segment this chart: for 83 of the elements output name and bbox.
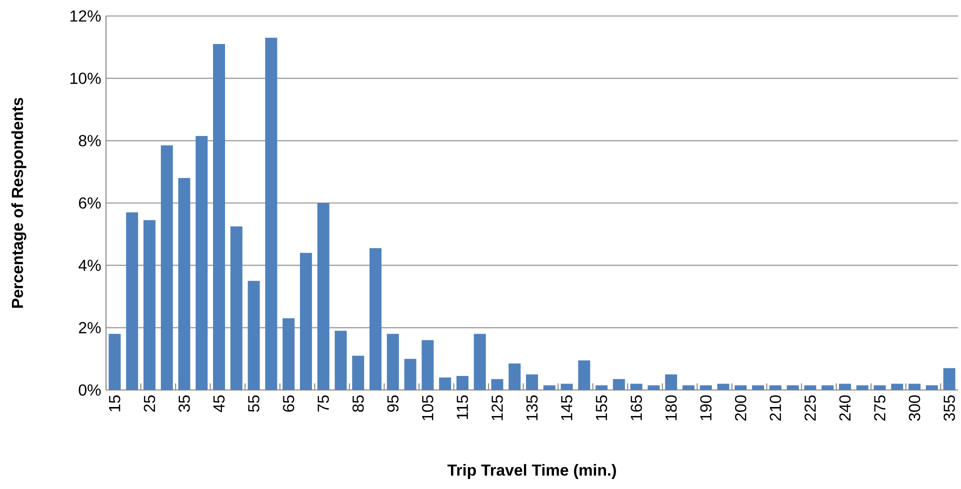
x-tick-label: 145 bbox=[561, 395, 572, 420]
bar bbox=[160, 145, 173, 390]
x-tick-label: 180 bbox=[665, 395, 677, 420]
x-tick-label: 35 bbox=[178, 395, 190, 412]
x-tick-label: 115 bbox=[456, 395, 468, 419]
x-tick-label: 165 bbox=[630, 395, 642, 420]
bar bbox=[856, 385, 868, 390]
bar bbox=[282, 318, 295, 390]
bar bbox=[769, 385, 782, 390]
bar bbox=[578, 360, 590, 390]
bar bbox=[439, 378, 452, 390]
x-tick-label: 190 bbox=[700, 395, 712, 420]
x-tick-label: 85 bbox=[352, 395, 364, 412]
x-tick-label: 105 bbox=[422, 395, 434, 420]
bar bbox=[648, 385, 660, 390]
bar bbox=[682, 385, 694, 390]
bar bbox=[265, 38, 278, 390]
y-tick-label: 6% bbox=[78, 197, 101, 209]
x-tick-label: 65 bbox=[282, 395, 294, 412]
bar bbox=[248, 280, 260, 390]
bar bbox=[700, 385, 712, 390]
bar bbox=[717, 384, 730, 390]
bar bbox=[213, 44, 226, 390]
bar bbox=[891, 384, 904, 390]
bar bbox=[143, 220, 156, 390]
bar bbox=[317, 202, 330, 390]
x-tick-label: 15 bbox=[109, 395, 120, 412]
bar bbox=[300, 252, 312, 390]
bar bbox=[230, 226, 242, 390]
x-tick-label: 210 bbox=[770, 395, 782, 421]
x-tick-label: 45 bbox=[213, 395, 225, 412]
bar bbox=[334, 330, 347, 390]
x-tick-label: 25 bbox=[144, 395, 156, 412]
bar bbox=[596, 385, 608, 390]
bar bbox=[786, 385, 799, 390]
bar bbox=[474, 334, 486, 390]
bar bbox=[908, 384, 921, 390]
x-tick-label: 200 bbox=[734, 395, 746, 421]
x-tick-label: 75 bbox=[318, 395, 329, 412]
bar bbox=[178, 178, 190, 390]
x-tick-label: 300 bbox=[908, 395, 920, 421]
bar bbox=[508, 363, 521, 390]
bar bbox=[404, 358, 416, 390]
x-tick-label: 135 bbox=[526, 395, 538, 420]
y-tick-label: 0% bbox=[78, 384, 101, 396]
bar bbox=[752, 385, 764, 390]
y-tick-label: 8% bbox=[78, 135, 101, 146]
bar bbox=[386, 334, 399, 390]
x-tick-label: 95 bbox=[387, 395, 399, 412]
bar bbox=[126, 212, 138, 390]
bar bbox=[491, 379, 504, 390]
bar bbox=[526, 374, 538, 390]
bar bbox=[926, 385, 938, 390]
bar bbox=[630, 384, 642, 390]
bar bbox=[665, 374, 678, 390]
y-tick-label: 10% bbox=[70, 72, 101, 84]
bar bbox=[543, 385, 556, 390]
x-tick-label: 155 bbox=[596, 395, 608, 420]
bar bbox=[196, 136, 208, 390]
bar bbox=[108, 334, 121, 390]
x-tick-label: 55 bbox=[248, 395, 260, 412]
x-axis-title: Trip Travel Time (min.) bbox=[447, 464, 616, 479]
x-tick-label: 275 bbox=[874, 395, 886, 421]
bar bbox=[734, 385, 747, 390]
y-tick-label: 2% bbox=[78, 322, 101, 334]
bar bbox=[874, 385, 886, 390]
bar bbox=[560, 384, 573, 390]
bar bbox=[822, 385, 834, 390]
x-tick-label: 240 bbox=[839, 395, 851, 421]
x-tick-label: 125 bbox=[492, 395, 503, 420]
y-axis-title: Percentage of Respondents bbox=[11, 98, 26, 308]
bar bbox=[370, 248, 382, 390]
y-tick-label: 4% bbox=[78, 260, 101, 271]
bar bbox=[804, 385, 816, 390]
bar bbox=[456, 376, 468, 390]
bar bbox=[422, 340, 434, 390]
bar bbox=[838, 384, 851, 390]
bar bbox=[612, 379, 625, 390]
x-tick-label: 355 bbox=[944, 395, 955, 421]
bar bbox=[352, 356, 364, 390]
y-tick-label: 12% bbox=[70, 10, 101, 22]
x-tick-label: 225 bbox=[804, 395, 816, 421]
bar bbox=[943, 368, 956, 390]
